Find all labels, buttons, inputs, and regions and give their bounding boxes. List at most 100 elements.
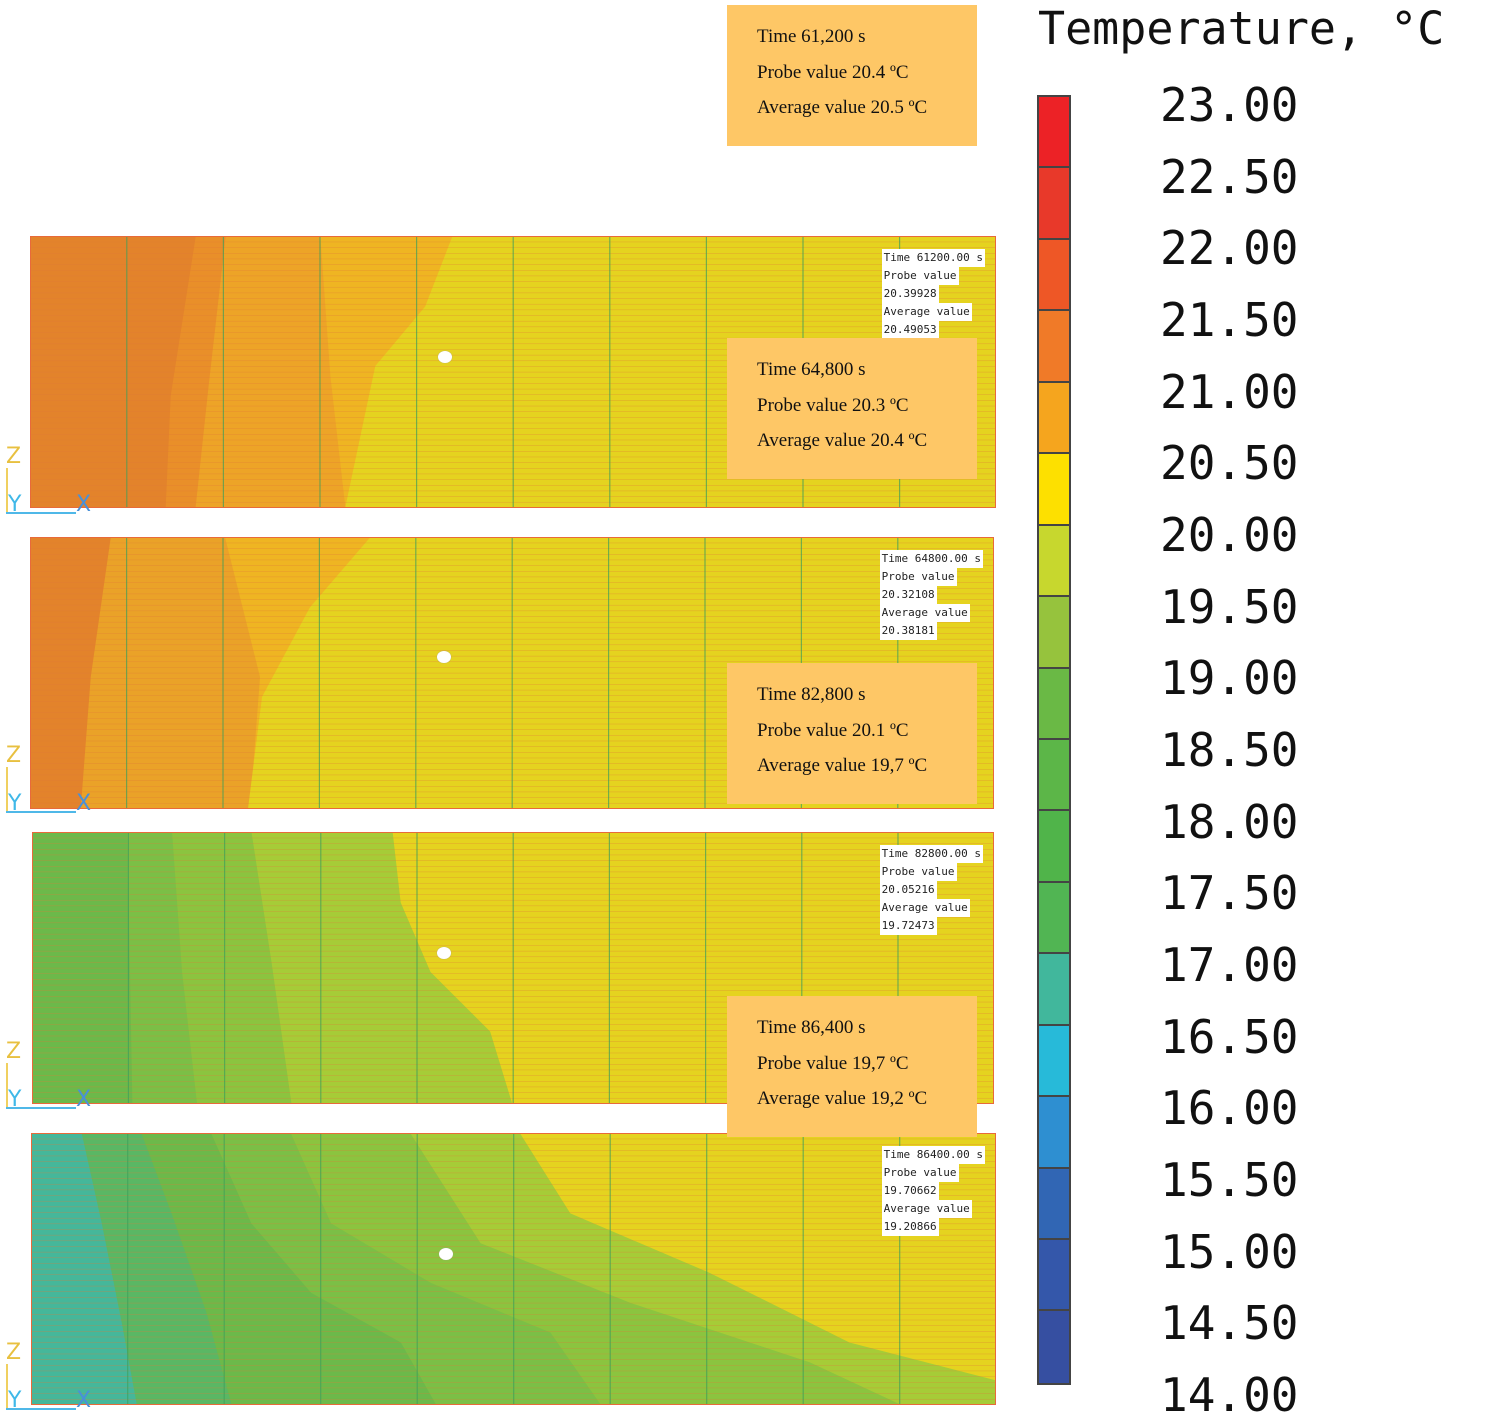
legend-tick-label: 21.50 bbox=[1160, 293, 1299, 347]
color-scale-segment bbox=[1039, 311, 1069, 383]
callout-average: Average value 20.5 ºC bbox=[757, 97, 928, 118]
color-scale-segment bbox=[1039, 97, 1069, 169]
x-axis-line bbox=[6, 1107, 76, 1109]
z-axis-line bbox=[6, 1364, 8, 1408]
color-scale-bar bbox=[1037, 95, 1071, 1385]
color-scale-segment bbox=[1039, 1240, 1069, 1312]
summary-callout: Time 61,200 s Probe value 20.4 ºC Averag… bbox=[727, 5, 977, 146]
color-scale-segment bbox=[1039, 739, 1069, 812]
probe-readout: Time 86400.00 s Probe value 19.70662 Ave… bbox=[881, 1146, 985, 1236]
contour-panel-86400: Time 86400.00 s Probe value 19.70662 Ave… bbox=[31, 1133, 996, 1405]
readout-avg-label: Average value bbox=[879, 604, 970, 622]
readout-probe-value: 20.05216 bbox=[879, 881, 937, 899]
legend-tick-label: 19.00 bbox=[1160, 651, 1299, 706]
readout-avg-label: Average value bbox=[881, 1200, 972, 1218]
readout-probe-label: Probe value bbox=[879, 568, 957, 586]
readout-probe-label: Probe value bbox=[881, 1164, 959, 1182]
callout-probe: Probe value 20.3 ºC bbox=[757, 394, 909, 416]
color-scale-segment bbox=[1039, 954, 1069, 1026]
color-scale-segment bbox=[1039, 168, 1069, 240]
axis-triad: Z Y X bbox=[6, 444, 116, 524]
x-axis-label: X bbox=[76, 1388, 92, 1413]
readout-probe-value: 19.70662 bbox=[881, 1182, 939, 1200]
legend-tick-label: 16.50 bbox=[1160, 1009, 1299, 1064]
temperature-field bbox=[32, 1134, 995, 1404]
callout-average: Average value 19,7 ºC bbox=[757, 755, 928, 776]
color-scale-segment bbox=[1039, 1097, 1069, 1169]
z-axis-line bbox=[6, 468, 8, 512]
summary-callout: Time 86,400 s Probe value 19,7 ºC Averag… bbox=[727, 996, 977, 1137]
probe-point bbox=[439, 1248, 453, 1260]
z-axis-label: Z bbox=[6, 743, 22, 768]
x-axis-label: X bbox=[76, 791, 92, 816]
legend-tick-label: 20.00 bbox=[1160, 508, 1299, 562]
callout-probe: Probe value 20.4 ºC bbox=[757, 61, 909, 83]
readout-probe-value: 20.32108 bbox=[879, 586, 937, 604]
readout-avg-label: Average value bbox=[881, 303, 972, 321]
legend-tick-label: 18.50 bbox=[1160, 723, 1299, 777]
legend-tick-label: 14.50 bbox=[1160, 1296, 1299, 1351]
readout-probe-label: Probe value bbox=[881, 267, 959, 285]
color-scale-segment bbox=[1039, 239, 1069, 312]
legend-title: Temperature, °C bbox=[1038, 2, 1445, 55]
readout-probe-label: Probe value bbox=[879, 863, 957, 881]
legend-tick-label: 23.00 bbox=[1160, 78, 1299, 132]
axis-triad: Z Y X bbox=[6, 1039, 116, 1119]
color-scale-segment bbox=[1039, 382, 1069, 455]
color-scale-segment bbox=[1039, 1311, 1069, 1383]
legend-tick-label: 22.50 bbox=[1160, 149, 1299, 204]
y-axis-label: Y bbox=[8, 791, 22, 816]
probe-readout: Time 61200.00 s Probe value 20.39928 Ave… bbox=[881, 249, 985, 339]
x-axis-line bbox=[6, 512, 76, 514]
callout-probe: Probe value 19,7 ºC bbox=[757, 1052, 909, 1074]
legend-tick-label: 18.00 bbox=[1160, 794, 1299, 849]
readout-avg-value: 20.49053 bbox=[881, 321, 939, 339]
axis-triad: Z Y X bbox=[6, 1340, 116, 1420]
contour-panel-64800: Time 64800.00 s Probe value 20.32108 Ave… bbox=[30, 537, 994, 809]
readout-probe-value: 20.39928 bbox=[881, 285, 939, 303]
legend-tick-label: 16.00 bbox=[1160, 1081, 1299, 1136]
temperature-field bbox=[31, 538, 993, 808]
z-axis-line bbox=[6, 767, 8, 811]
y-axis-label: Y bbox=[8, 1388, 22, 1413]
color-scale-segment bbox=[1039, 525, 1069, 598]
readout-time: Time 61200.00 s bbox=[881, 249, 985, 267]
callout-probe: Probe value 20.1 ºC bbox=[757, 719, 909, 741]
legend-tick-label: 19.50 bbox=[1160, 579, 1299, 634]
callout-time: Time 86,400 s bbox=[757, 1017, 866, 1038]
mesh-grid bbox=[32, 1134, 995, 1404]
callout-average: Average value 19,2 ºC bbox=[757, 1088, 928, 1109]
x-axis-label: X bbox=[76, 492, 92, 517]
color-scale-segment bbox=[1039, 454, 1069, 526]
color-scale-segment bbox=[1039, 1025, 1069, 1098]
summary-callout: Time 82,800 s Probe value 20.1 ºC Averag… bbox=[727, 663, 977, 804]
callout-time: Time 64,800 s bbox=[757, 359, 866, 380]
temperature-field bbox=[31, 237, 995, 507]
summary-callout: Time 64,800 s Probe value 20.3 ºC Averag… bbox=[727, 338, 977, 479]
color-scale-segment bbox=[1039, 882, 1069, 955]
callout-time: Time 61,200 s bbox=[757, 26, 866, 47]
probe-point bbox=[438, 351, 452, 363]
readout-avg-value: 19.20866 bbox=[881, 1218, 939, 1236]
z-axis-line bbox=[6, 1063, 8, 1107]
color-scale-segment bbox=[1039, 597, 1069, 669]
legend-tick-label: 15.50 bbox=[1160, 1153, 1299, 1207]
legend-tick-label: 20.50 bbox=[1160, 436, 1299, 491]
callout-time: Time 82,800 s bbox=[757, 684, 866, 705]
z-axis-label: Z bbox=[6, 1039, 22, 1064]
probe-readout: Time 82800.00 s Probe value 20.05216 Ave… bbox=[879, 845, 983, 935]
readout-avg-label: Average value bbox=[879, 899, 970, 917]
x-axis-line bbox=[6, 1408, 76, 1410]
readout-time: Time 82800.00 s bbox=[879, 845, 983, 863]
color-scale-segment bbox=[1039, 1168, 1069, 1240]
legend-tick-label: 14.00 bbox=[1160, 1368, 1299, 1422]
legend-tick-label: 17.50 bbox=[1160, 866, 1299, 921]
z-axis-label: Z bbox=[6, 1340, 22, 1365]
legend-tick-label: 17.00 bbox=[1160, 938, 1299, 992]
callout-average: Average value 20.4 ºC bbox=[757, 430, 928, 451]
axis-triad: Z Y X bbox=[6, 743, 116, 823]
probe-point bbox=[437, 651, 451, 663]
readout-avg-value: 19.72473 bbox=[879, 917, 937, 935]
y-axis-label: Y bbox=[8, 1087, 22, 1112]
legend-tick-label: 22.00 bbox=[1160, 221, 1299, 276]
